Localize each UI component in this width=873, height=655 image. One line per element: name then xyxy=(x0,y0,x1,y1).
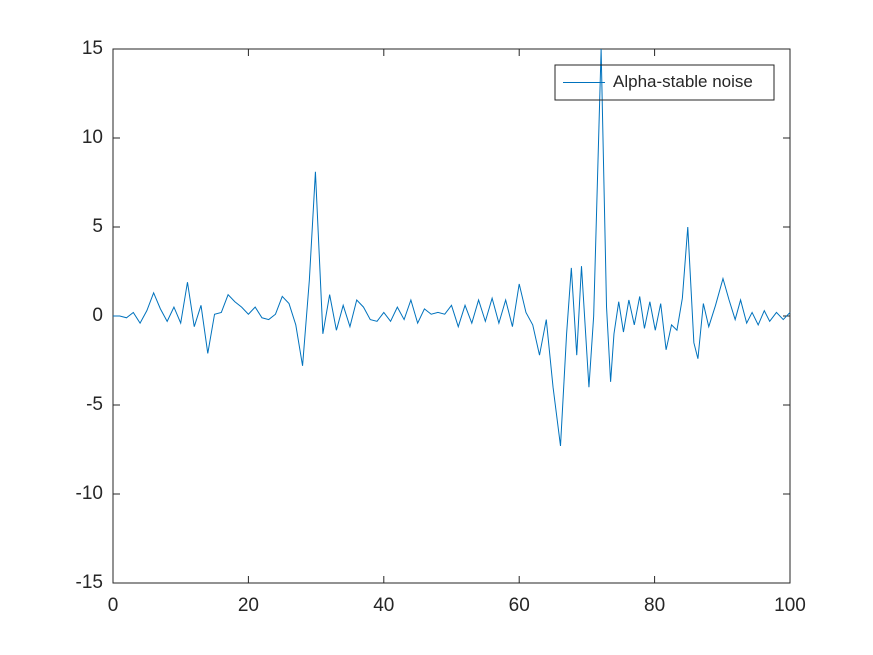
legend-box xyxy=(554,64,775,101)
legend-label: Alpha-stable noise xyxy=(613,72,753,91)
y-tick-label: 15 xyxy=(82,38,103,59)
x-tick-label: 80 xyxy=(644,595,665,616)
data-line xyxy=(113,48,791,447)
y-tick-label: 10 xyxy=(82,127,103,148)
x-tick-label: 60 xyxy=(509,595,530,616)
y-tick-label: -10 xyxy=(76,483,103,504)
x-tick-label: 0 xyxy=(108,595,119,616)
y-tick-label: 0 xyxy=(92,305,103,326)
x-tick-label: 100 xyxy=(774,595,806,616)
y-tick-label: -15 xyxy=(76,572,103,593)
x-tick-label: 20 xyxy=(238,595,259,616)
x-tick-label: 40 xyxy=(373,595,394,616)
y-tick-label: -5 xyxy=(86,394,103,415)
y-tick-label: 5 xyxy=(92,216,103,237)
